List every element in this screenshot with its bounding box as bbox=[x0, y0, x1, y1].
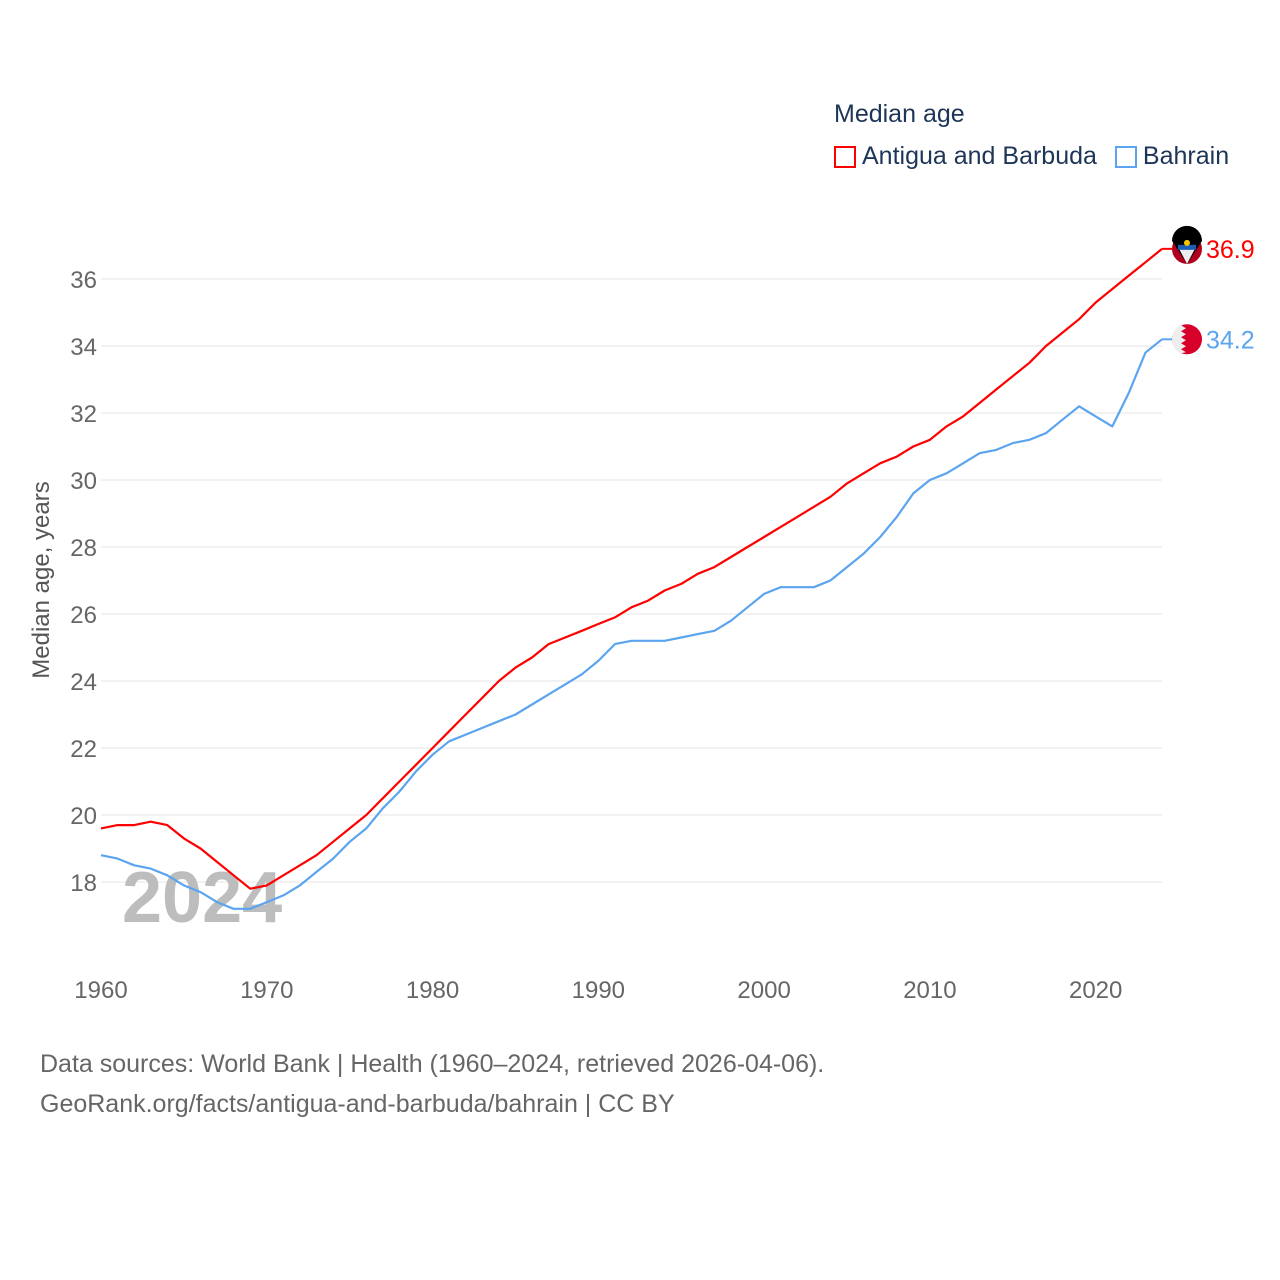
y-tick-label: 20 bbox=[70, 803, 97, 830]
x-tick-label: 1980 bbox=[406, 977, 459, 1004]
y-axis-label: Median age, years bbox=[28, 481, 55, 679]
x-tick-label: 1960 bbox=[74, 977, 127, 1004]
y-tick-label: 30 bbox=[70, 468, 97, 495]
y-tick-label: 34 bbox=[70, 334, 97, 361]
legend-swatch bbox=[834, 145, 856, 168]
y-tick-label: 18 bbox=[70, 870, 97, 897]
legend: Antigua and Barbuda Bahrain bbox=[834, 142, 1229, 171]
flag-white bbox=[1178, 246, 1196, 264]
end-value-label: 36.9 bbox=[1206, 236, 1255, 264]
y-tick-label: 24 bbox=[70, 669, 97, 696]
antigua-flag-icon bbox=[1172, 225, 1202, 264]
series-line-bahrain bbox=[100, 338, 1163, 910]
flag-white bbox=[1171, 325, 1186, 354]
legend-title: Median age bbox=[834, 100, 965, 128]
y-tick-label: 28 bbox=[70, 535, 97, 562]
x-tick-label: 1990 bbox=[572, 977, 625, 1004]
legend-label: Bahrain bbox=[1142, 142, 1230, 170]
y-tick-label: 36 bbox=[70, 267, 97, 294]
x-tick-label: 2000 bbox=[737, 977, 790, 1004]
legend-item-bahrain[interactable]: Bahrain bbox=[1114, 142, 1230, 171]
series-line-antigua bbox=[100, 248, 1163, 890]
y-tick-label: 32 bbox=[70, 401, 97, 428]
x-tick-label: 2020 bbox=[1069, 977, 1122, 1004]
legend-label: Antigua and Barbuda bbox=[862, 142, 1097, 170]
y-tick-label: 26 bbox=[70, 602, 97, 629]
x-tick-label: 1970 bbox=[240, 977, 293, 1004]
y-tick-label: 22 bbox=[70, 736, 97, 763]
legend-item-antigua[interactable]: Antigua and Barbuda bbox=[834, 142, 1097, 171]
year-watermark: 2024 bbox=[122, 858, 282, 938]
source-note: Data sources: World Bank | Health (1960–… bbox=[40, 1044, 824, 1124]
bahrain-flag-icon bbox=[1171, 324, 1202, 355]
x-tick-label: 2010 bbox=[903, 977, 956, 1004]
source-link[interactable]: GeoRank.org/facts/antigua-and-barbuda/ba… bbox=[40, 1090, 675, 1118]
flag-sun bbox=[1184, 239, 1190, 246]
source-line: Data sources: World Bank | Health (1960–… bbox=[40, 1050, 825, 1078]
legend-swatch bbox=[1114, 145, 1137, 168]
flag-blue bbox=[1178, 244, 1196, 250]
end-value-label: 34.2 bbox=[1206, 326, 1255, 354]
